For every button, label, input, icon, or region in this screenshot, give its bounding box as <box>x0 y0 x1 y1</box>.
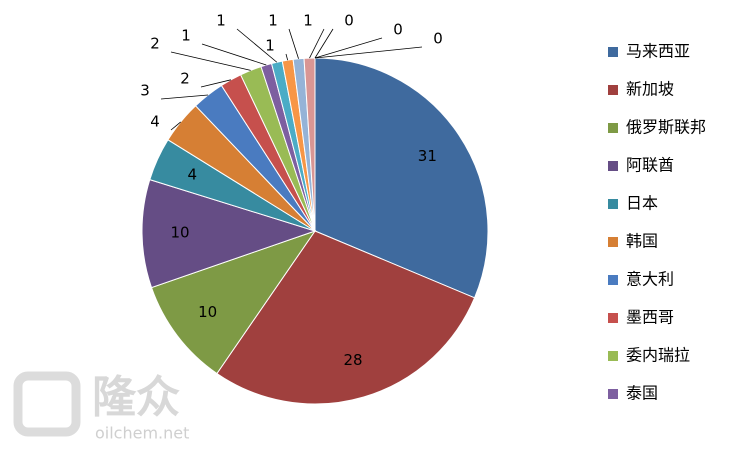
legend-swatch <box>608 237 618 247</box>
data-label: 0 <box>393 21 403 39</box>
leader-line <box>285 53 289 61</box>
data-label: 3 <box>140 82 150 100</box>
leader-line <box>236 28 278 63</box>
data-label: 28 <box>343 351 362 369</box>
leader-line <box>170 51 251 71</box>
leader-line <box>170 121 181 131</box>
data-label: 10 <box>171 224 190 242</box>
data-label: 0 <box>433 30 443 48</box>
watermark-url: oilchem.net <box>95 424 189 443</box>
data-label: 2 <box>150 35 160 53</box>
leader-line <box>314 28 334 59</box>
pie-slice <box>216 230 476 405</box>
data-label: 1 <box>265 37 275 55</box>
data-label: 4 <box>187 165 197 183</box>
legend-label: 阿联酋 <box>626 156 674 175</box>
legend-label: 韩国 <box>626 232 658 251</box>
leader-line <box>288 28 299 59</box>
pie-slice <box>314 57 489 299</box>
pie-slice <box>150 230 317 375</box>
data-label: 1 <box>181 27 191 45</box>
watermark-brand: 隆众 <box>92 372 180 423</box>
data-label: 0 <box>344 12 354 30</box>
leader-line <box>160 94 209 100</box>
legend-swatch <box>608 85 618 95</box>
data-label: 31 <box>418 147 437 165</box>
data-label: 1 <box>303 12 313 30</box>
leader-line <box>201 43 267 66</box>
legend-swatch <box>608 275 618 285</box>
legend-swatch <box>608 313 618 323</box>
data-label: 4 <box>150 113 160 131</box>
legend-label: 马来西亚 <box>626 42 690 61</box>
leader-line <box>314 37 383 59</box>
data-label: 10 <box>198 303 217 321</box>
legend-label: 俄罗斯联邦 <box>626 118 706 137</box>
leader-line <box>309 28 325 59</box>
leader-line <box>200 79 231 88</box>
legend-swatch <box>608 161 618 171</box>
leader-line <box>314 46 423 59</box>
legend-label: 委内瑞拉 <box>626 346 690 365</box>
data-label: 1 <box>216 12 226 30</box>
legend-label: 泰国 <box>626 384 658 403</box>
legend-swatch <box>608 351 618 361</box>
data-label: 2 <box>180 70 190 88</box>
data-label: 1 <box>268 12 278 30</box>
legend-label: 日本 <box>626 194 658 213</box>
legend-swatch <box>608 123 618 133</box>
watermark-logo <box>13 371 81 437</box>
legend-swatch <box>608 199 618 209</box>
legend-swatch <box>608 47 618 57</box>
legend-label: 意大利 <box>626 270 674 289</box>
legend-swatch <box>608 389 618 399</box>
legend-label: 墨西哥 <box>626 308 674 327</box>
pie-slice <box>141 179 317 289</box>
legend-label: 新加坡 <box>626 80 674 99</box>
